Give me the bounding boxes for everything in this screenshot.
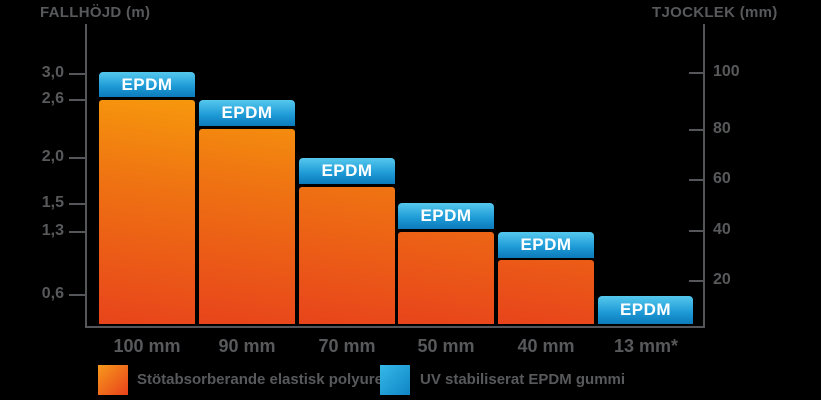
right-axis-title: TJOCKLEK (mm) — [652, 4, 778, 21]
bar-epdm-cap: EPDM — [299, 158, 395, 184]
legend-swatch-polyurethane — [98, 365, 128, 395]
category-label: 100 mm — [113, 336, 181, 356]
right-axis-tick-label: 40 — [713, 221, 731, 238]
bar-epdm-cap: EPDM — [398, 203, 494, 229]
bar-epdm-cap: EPDM — [99, 72, 195, 97]
legend-label-epdm: UV stabiliserat EPDM gummi — [420, 371, 626, 388]
right-axis-line — [703, 24, 705, 328]
left-axis-tick-label: 2,6 — [41, 90, 64, 107]
bar-polyurethane-body — [398, 232, 494, 324]
right-axis-tick-label: 20 — [713, 271, 731, 288]
category-label: 50 mm — [417, 336, 475, 356]
right-axis-tick — [689, 230, 703, 232]
bar-epdm-cap: EPDM — [598, 296, 693, 324]
left-axis-tick — [69, 73, 85, 75]
right-axis-tick — [689, 280, 703, 282]
left-axis-tick-label: 1,3 — [41, 222, 64, 239]
left-axis-line — [85, 24, 87, 328]
left-axis-tick-label: 3,0 — [41, 64, 64, 81]
right-axis-tick — [689, 179, 703, 181]
left-axis-tick-label: 2,0 — [41, 148, 64, 165]
left-axis-tick — [69, 294, 85, 296]
category-label: 40 mm — [517, 336, 575, 356]
left-axis-tick — [69, 99, 85, 101]
legend-label-polyurethane: Stötabsorberande elastisk polyuretan — [137, 371, 406, 388]
legend-swatch-epdm — [380, 365, 410, 395]
right-axis-tick — [689, 72, 703, 74]
left-axis-tick — [69, 203, 85, 205]
category-label: 13 mm* — [613, 336, 679, 356]
category-label: 70 mm — [318, 336, 376, 356]
bar-epdm-cap: EPDM — [199, 100, 295, 126]
left-axis-tick — [69, 157, 85, 159]
right-axis-tick-label: 60 — [713, 170, 731, 187]
left-axis-tick-label: 1,5 — [41, 194, 64, 211]
bar-polyurethane-body — [199, 129, 295, 324]
x-axis-line — [85, 326, 705, 328]
right-axis-tick-label: 100 — [713, 63, 740, 80]
bar-epdm-cap: EPDM — [498, 232, 594, 258]
right-axis-tick-label: 80 — [713, 120, 731, 137]
category-label: 90 mm — [218, 336, 276, 356]
right-axis-tick — [689, 129, 703, 131]
bar-polyurethane-body — [299, 187, 395, 324]
left-axis-tick — [69, 231, 85, 233]
left-axis-tick-label: 0,6 — [41, 285, 64, 302]
bar-polyurethane-body — [99, 100, 195, 324]
left-axis-title: FALLHÖJD (m) — [40, 4, 151, 21]
bar-polyurethane-body — [498, 260, 594, 324]
